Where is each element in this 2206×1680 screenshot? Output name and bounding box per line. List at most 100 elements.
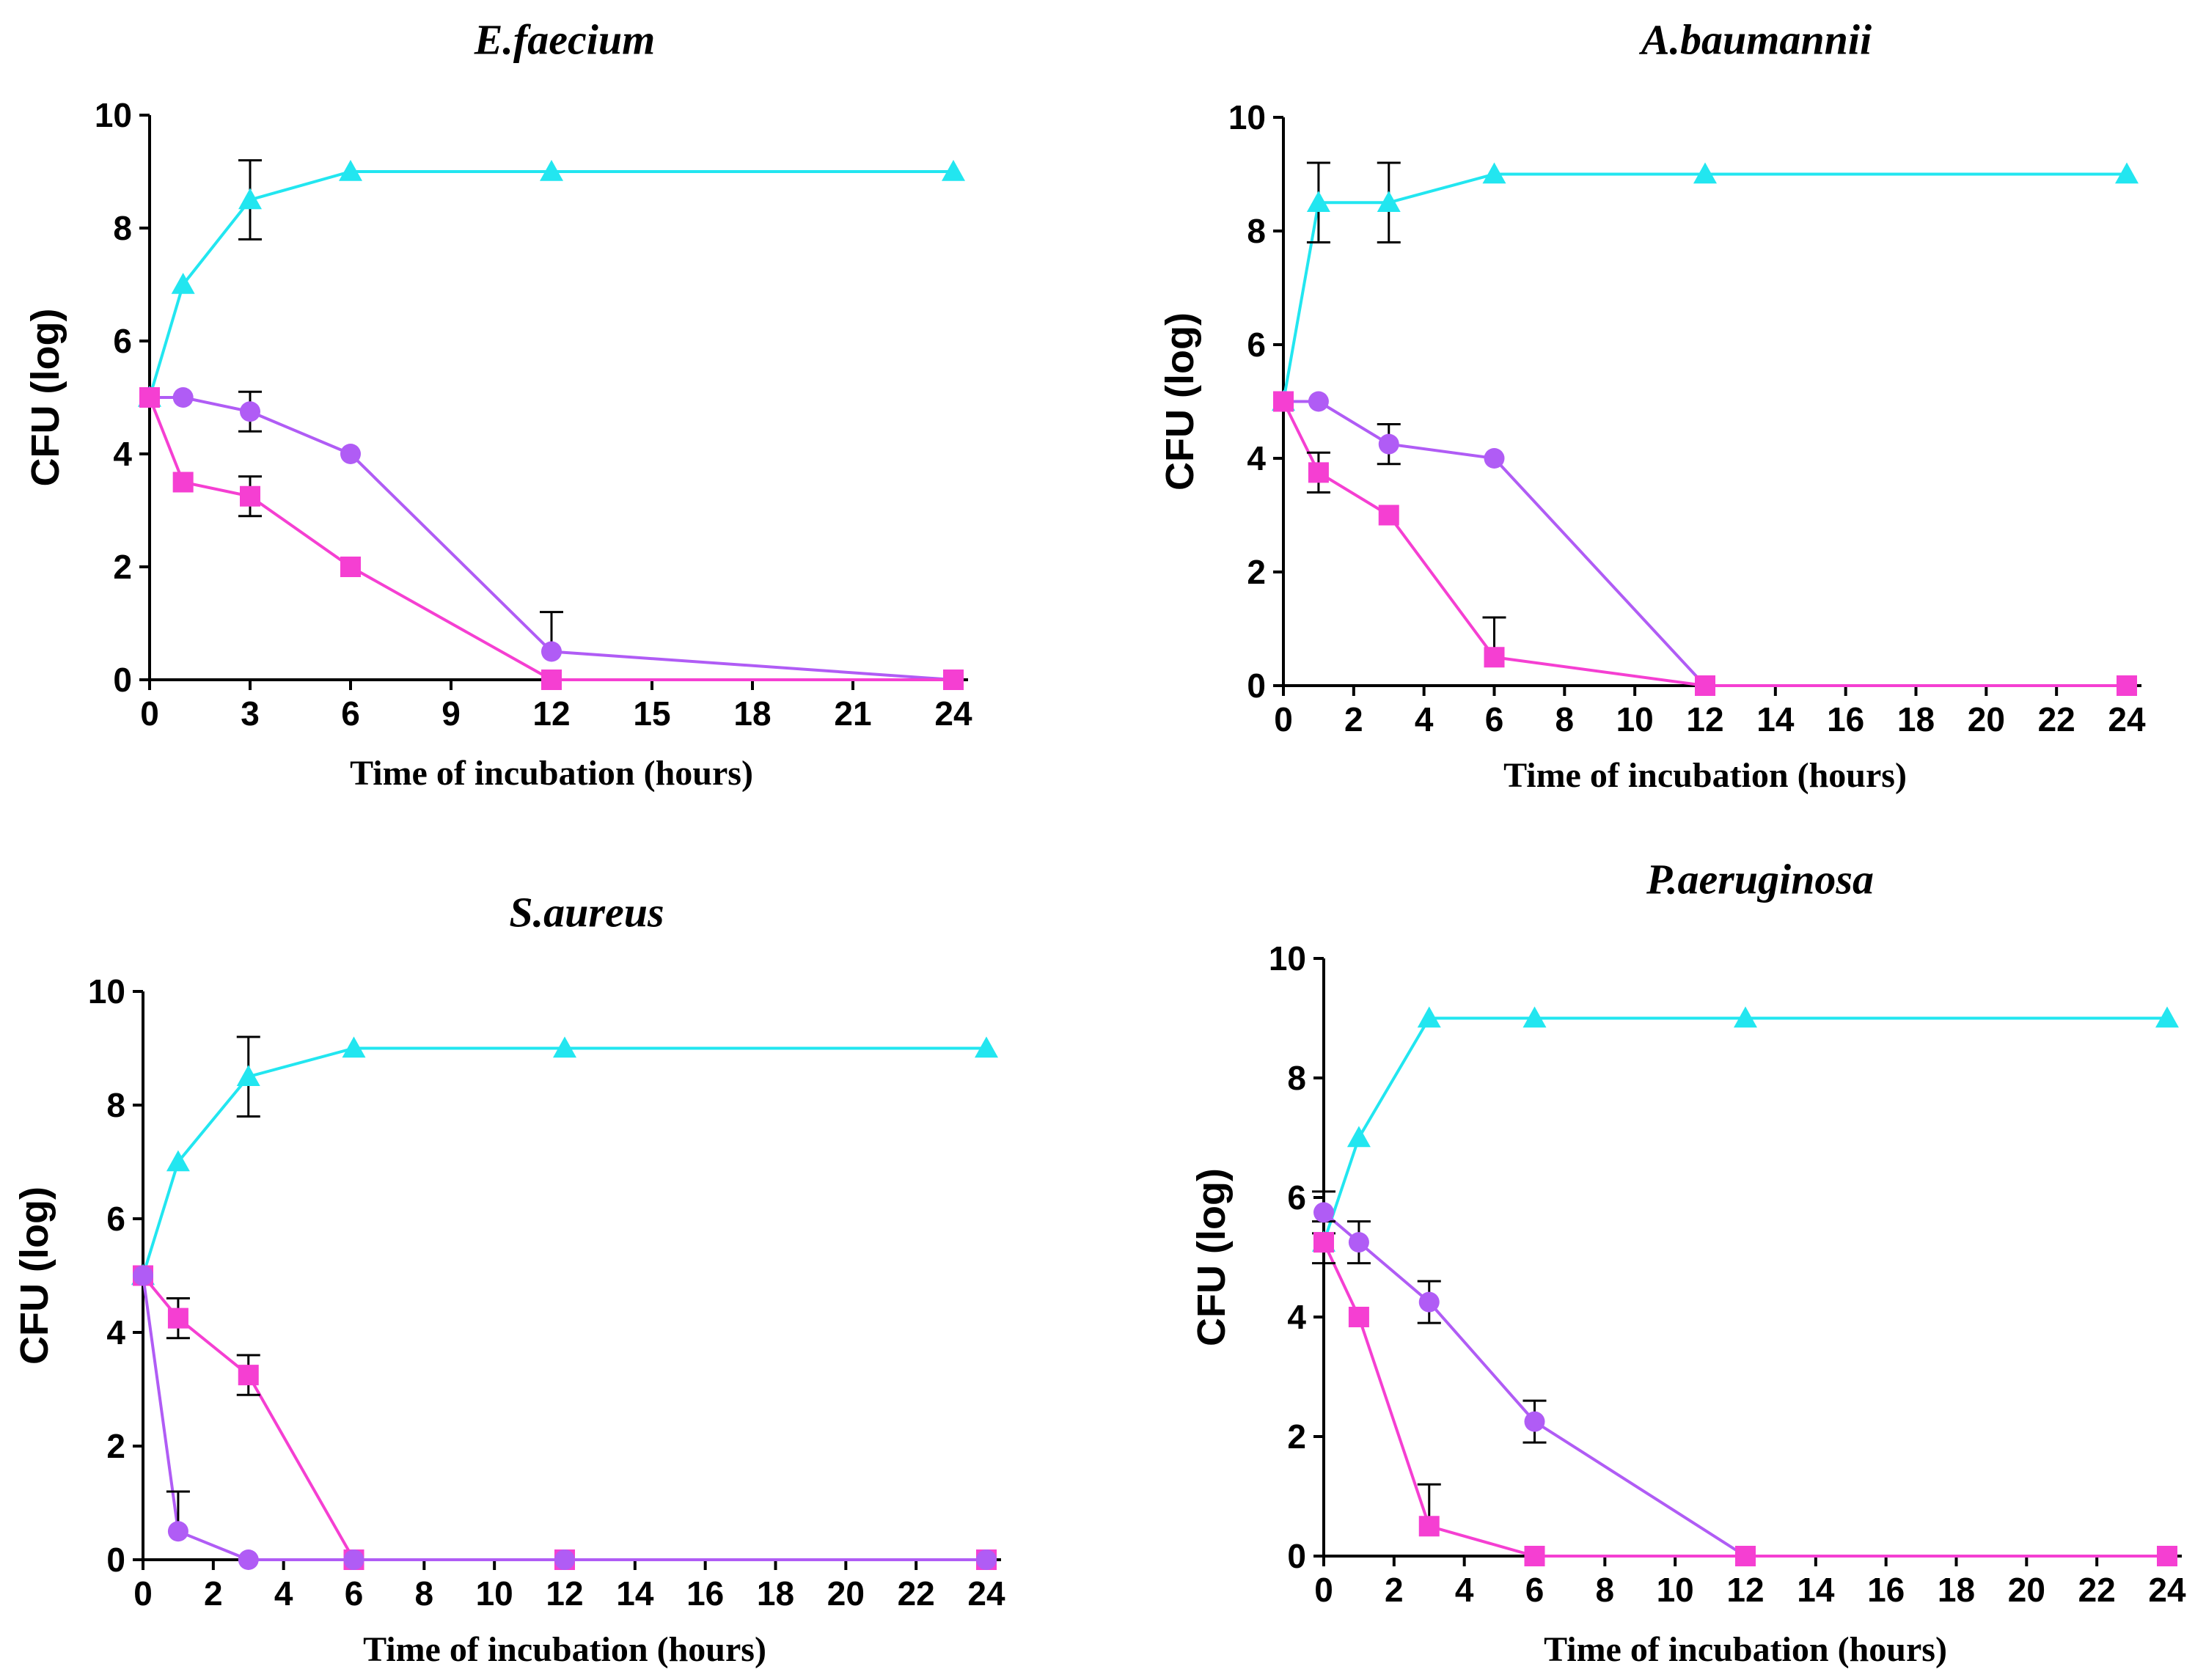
data-point-circle xyxy=(172,387,194,408)
data-point-circle xyxy=(238,1549,259,1570)
x-tick-label: 12 xyxy=(1686,700,1723,738)
x-tick-label: 10 xyxy=(1616,700,1654,738)
series-line-triangle xyxy=(142,1046,986,1277)
y-axis-label: CFU (log) xyxy=(1158,312,1202,491)
x-tick-label: 4 xyxy=(1415,700,1434,738)
x-axis-label: Time of incubation (hours) xyxy=(1544,1630,1947,1669)
series-line-circle xyxy=(142,1275,986,1561)
y-tick-label: 10 xyxy=(1228,98,1266,136)
x-tick-label: 6 xyxy=(345,1574,364,1613)
x-tick-label: 12 xyxy=(1726,1571,1764,1609)
series-line-square xyxy=(1322,1241,2167,1558)
data-point-circle xyxy=(1378,433,1399,455)
data-point-circle xyxy=(1418,1291,1440,1313)
data-point-triangle xyxy=(975,1036,998,1058)
y-tick-label: 0 xyxy=(1247,667,1266,705)
y-tick-label: 4 xyxy=(106,1313,125,1351)
y-tick-label: 0 xyxy=(106,1541,125,1579)
data-point-triangle xyxy=(2115,162,2139,184)
x-tick-label: 18 xyxy=(1897,700,1935,738)
y-axis-label: CFU (log) xyxy=(23,309,67,487)
data-point-triangle xyxy=(942,160,965,181)
y-tick-label: 2 xyxy=(113,548,132,586)
data-point-square xyxy=(172,472,194,493)
data-point-circle xyxy=(976,1549,997,1570)
y-axis-label: CFU (log) xyxy=(1190,1168,1234,1346)
x-tick-label: 0 xyxy=(1314,1571,1333,1609)
x-tick-label: 16 xyxy=(1867,1571,1905,1609)
panel-title: P.aeruginosa xyxy=(1646,855,1874,903)
x-tick-label: 4 xyxy=(1455,1571,1474,1609)
x-tick-label: 18 xyxy=(733,694,771,733)
y-tick-label: 4 xyxy=(113,435,132,473)
data-point-triangle xyxy=(1482,162,1506,184)
x-tick-label: 9 xyxy=(441,694,461,733)
x-tick-label: 14 xyxy=(1797,1571,1835,1609)
data-point-triangle xyxy=(1734,1006,1757,1028)
x-tick-label: 14 xyxy=(616,1574,654,1613)
data-point-triangle xyxy=(1306,191,1330,213)
data-point-triangle xyxy=(540,160,563,181)
data-point-circle xyxy=(1308,391,1329,412)
data-point-square xyxy=(943,670,964,690)
data-point-circle xyxy=(167,1521,188,1542)
data-point-triangle xyxy=(1346,1126,1371,1148)
data-point-square xyxy=(340,557,361,577)
x-tick-label: 16 xyxy=(686,1574,724,1613)
data-point-square xyxy=(2117,675,2137,696)
data-point-square xyxy=(139,387,160,408)
data-point-circle xyxy=(1348,1232,1369,1253)
x-tick-label: 0 xyxy=(140,694,159,733)
data-point-circle xyxy=(541,641,562,662)
x-tick-label: 24 xyxy=(2148,1571,2186,1609)
x-tick-label: 15 xyxy=(633,694,670,733)
panel-title: E.faecium xyxy=(474,15,655,63)
x-tick-label: 10 xyxy=(476,1574,513,1613)
data-point-square xyxy=(238,1365,259,1386)
data-point-square xyxy=(1348,1307,1369,1327)
data-point-triangle xyxy=(553,1036,576,1058)
series-line-square xyxy=(1282,400,2127,687)
x-tick-label: 6 xyxy=(341,694,360,733)
y-tick-label: 2 xyxy=(106,1427,125,1465)
x-tick-label: 18 xyxy=(1938,1571,1975,1609)
data-point-square xyxy=(1378,505,1399,526)
y-tick-label: 6 xyxy=(1247,326,1266,364)
series-line-square xyxy=(142,1274,986,1561)
x-axis-label: Time of incubation (hours) xyxy=(363,1630,766,1669)
data-point-triangle xyxy=(1522,1006,1547,1028)
data-point-triangle xyxy=(166,1150,190,1172)
x-axis-label: Time of incubation (hours) xyxy=(1503,756,1907,795)
data-point-circle xyxy=(340,444,361,464)
y-tick-label: 8 xyxy=(113,209,132,247)
y-tick-label: 10 xyxy=(1269,939,1306,977)
x-tick-label: 14 xyxy=(1756,700,1795,738)
data-point-triangle xyxy=(171,273,195,294)
y-tick-label: 6 xyxy=(113,322,132,360)
x-tick-label: 12 xyxy=(546,1574,583,1613)
x-tick-label: 20 xyxy=(2008,1571,2045,1609)
data-point-square xyxy=(1273,391,1294,412)
x-tick-label: 24 xyxy=(934,694,972,733)
data-point-square xyxy=(1484,647,1505,668)
x-tick-label: 8 xyxy=(1596,1571,1615,1609)
y-tick-label: 8 xyxy=(1247,212,1266,250)
x-tick-label: 22 xyxy=(2078,1571,2116,1609)
y-tick-label: 2 xyxy=(1247,553,1266,591)
data-point-square xyxy=(1695,675,1715,696)
y-tick-label: 8 xyxy=(1287,1059,1306,1097)
series-line-triangle xyxy=(148,170,953,398)
data-point-circle xyxy=(1524,1411,1545,1432)
data-point-triangle xyxy=(1417,1006,1441,1028)
x-tick-label: 6 xyxy=(1485,700,1504,738)
x-tick-label: 12 xyxy=(532,694,570,733)
data-point-square xyxy=(541,670,562,690)
y-tick-label: 8 xyxy=(106,1086,125,1124)
y-tick-label: 0 xyxy=(113,661,132,699)
data-point-square xyxy=(1418,1516,1440,1537)
series-line-triangle xyxy=(1282,172,2127,402)
data-point-triangle xyxy=(236,1065,260,1087)
